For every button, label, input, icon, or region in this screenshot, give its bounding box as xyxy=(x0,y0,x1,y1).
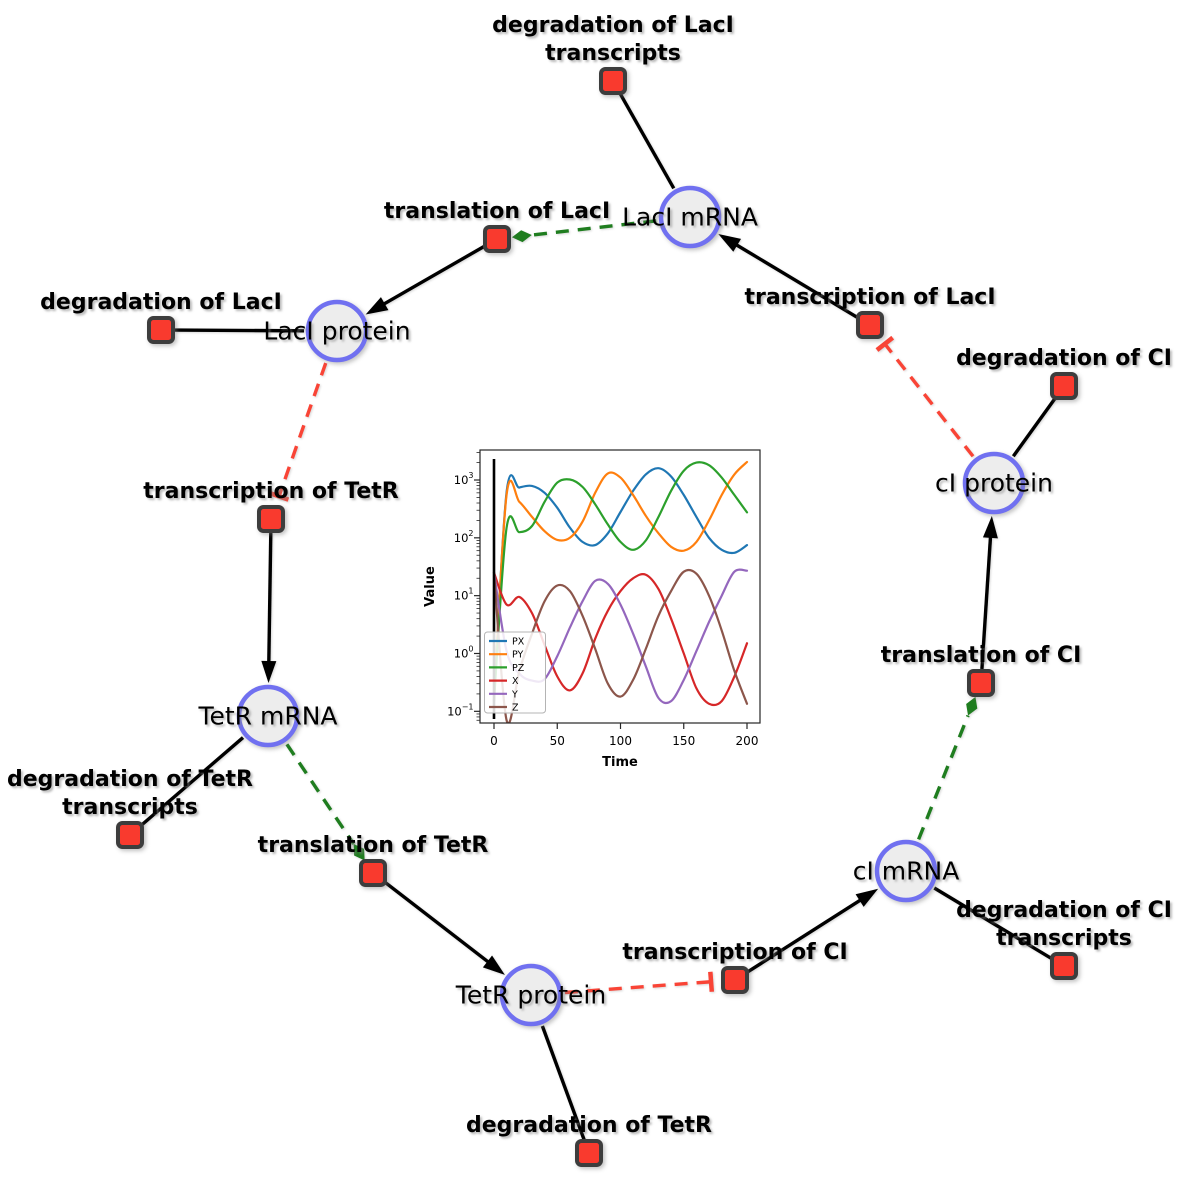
y-tick-label: 102 xyxy=(454,529,474,545)
edge-inhibition-ci-protein-txn-laci xyxy=(875,335,975,458)
x-tick-label: 100 xyxy=(609,734,632,748)
edge-production-txn-laci-laci-mrna xyxy=(718,233,859,320)
curve-PX xyxy=(492,467,749,703)
edges-group xyxy=(139,92,1058,1141)
legend-label-PY: PY xyxy=(512,650,524,661)
edge-production-transl-ci-ci-protein xyxy=(980,515,998,670)
edge-inhibition-tetr-protein-txn-ci xyxy=(564,971,715,995)
y-tick-label: 103 xyxy=(454,471,474,487)
x-tick-label: 150 xyxy=(672,734,695,748)
edge-production-txn-tetr-tetr-mrna xyxy=(261,532,277,684)
reaction-node-deg-ci xyxy=(1050,372,1078,400)
reaction-node-transl-tetr xyxy=(359,859,387,887)
species-node-tetr-protein xyxy=(499,963,563,1027)
edge-modifier-laci-mrna-transl-laci xyxy=(511,219,657,243)
edge-production-txn-ci-ci-mrna xyxy=(745,888,879,974)
legend-label-PZ: PZ xyxy=(512,663,525,674)
reaction-node-deg-tetr-tx xyxy=(116,821,144,849)
reaction-node-txn-laci xyxy=(856,311,884,339)
edge-inhibition-laci-protein-txn-tetr xyxy=(268,362,328,502)
species-node-tetr-mrna xyxy=(236,684,300,748)
y-tick-label: 10−1 xyxy=(447,702,473,718)
curve-PZ xyxy=(492,461,749,703)
reaction-node-deg-ci-tx xyxy=(1050,952,1078,980)
reaction-node-transl-ci xyxy=(967,669,995,697)
reaction-node-txn-tetr xyxy=(257,505,285,533)
reaction-node-deg-laci xyxy=(147,316,175,344)
edge-modifier-ci-mrna-transl-ci xyxy=(917,696,978,841)
x-tick-label: 50 xyxy=(550,734,565,748)
reaction-node-transl-laci xyxy=(483,225,511,253)
reaction-node-txn-ci xyxy=(721,966,749,994)
legend-label-PX: PX xyxy=(512,637,525,648)
edge-consumption-ci-mrna-deg-ci-tx xyxy=(933,886,1053,961)
nodes-group xyxy=(116,67,1078,1167)
edge-production-transl-laci-laci-protein xyxy=(365,244,486,315)
x-tick-label: 0 xyxy=(490,734,498,748)
legend-label-Y: Y xyxy=(511,689,518,700)
curve-PY xyxy=(492,460,749,703)
species-node-ci-protein xyxy=(962,451,1026,515)
x-tick-label: 200 xyxy=(736,734,759,748)
legend-label-Z: Z xyxy=(512,703,519,714)
species-node-ci-mrna xyxy=(874,839,938,903)
edge-consumption-ci-protein-deg-ci xyxy=(1011,396,1058,458)
edge-consumption-laci-protein-deg-laci xyxy=(174,328,305,333)
y-tick-label: 100 xyxy=(454,644,474,660)
reaction-node-deg-laci-tx xyxy=(599,67,627,95)
edge-production-transl-tetr-tetr-protein xyxy=(383,880,505,975)
legend-label-X: X xyxy=(512,676,519,687)
edge-consumption-tetr-mrna-deg-tetr-tx xyxy=(139,736,245,828)
species-node-laci-protein xyxy=(305,299,369,363)
inset-chart: 0 50 100 150 20010−1100101102103TimeValuePXP… xyxy=(423,449,761,770)
y-tick-label: 101 xyxy=(454,587,474,603)
species-node-laci-mrna xyxy=(658,185,722,249)
edge-consumption-laci-mrna-deg-laci-tx xyxy=(618,92,676,190)
edge-modifier-tetr-mrna-transl-tetr xyxy=(285,743,365,861)
reaction-node-deg-tetr xyxy=(575,1139,603,1167)
x-axis-title: Time xyxy=(602,755,638,770)
y-axis-title: Value xyxy=(423,566,438,607)
edge-consumption-tetr-protein-deg-tetr xyxy=(540,1025,586,1141)
chart-legend: PX PY PZ XYZ xyxy=(484,631,546,714)
